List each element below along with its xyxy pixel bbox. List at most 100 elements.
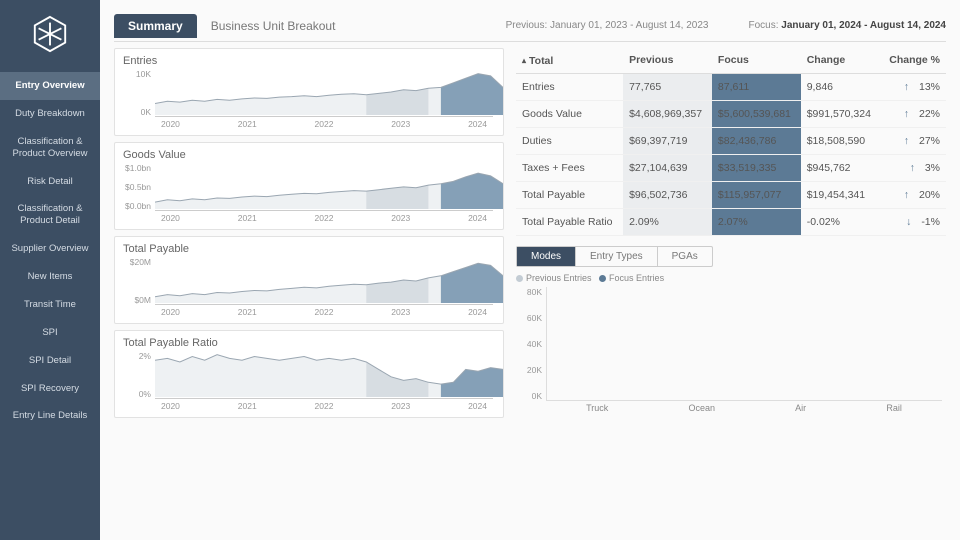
row-previous: 77,765 bbox=[623, 73, 712, 100]
sidebar-item-duty-breakdown[interactable]: Duty Breakdown bbox=[0, 100, 100, 128]
row-change-pct: ↑3% bbox=[880, 154, 946, 181]
row-change: $991,570,324 bbox=[801, 100, 881, 127]
collapse-icon[interactable]: ▴ bbox=[522, 56, 526, 65]
row-change: $19,454,341 bbox=[801, 181, 881, 208]
app-logo-icon bbox=[30, 14, 70, 54]
segment-entry-types[interactable]: Entry Types bbox=[576, 247, 658, 266]
sidebar-item-supplier-overview[interactable]: Supplier Overview bbox=[0, 235, 100, 263]
chart-title: Goods Value bbox=[123, 149, 495, 161]
chart-title: Total Payable bbox=[123, 243, 495, 255]
sidebar-item-risk-detail[interactable]: Risk Detail bbox=[0, 168, 100, 196]
row-change-pct: ↑20% bbox=[880, 181, 946, 208]
chart-yaxis: $1.0bn$0.5bn$0.0bn bbox=[123, 163, 153, 211]
chart-total-payable-ratio: Total Payable Ratio 2%0% 202020212022202… bbox=[114, 330, 504, 418]
previous-range: Previous: January 01, 2023 - August 14, … bbox=[506, 20, 709, 31]
bar-xaxis: Truck Ocean Air Rail bbox=[546, 403, 942, 417]
row-label: Total Payable bbox=[516, 181, 623, 208]
bar-yaxis: 80K60K40K20K0K bbox=[516, 287, 542, 401]
row-change: -0.02% bbox=[801, 208, 881, 235]
focus-range-value: January 01, 2024 - August 14, 2024 bbox=[781, 20, 946, 31]
table-header: Focus bbox=[712, 48, 801, 73]
row-previous: $96,502,736 bbox=[623, 181, 712, 208]
table-row: Taxes + Fees $27,104,639 $33,519,335 $94… bbox=[516, 154, 946, 181]
chart-plot bbox=[155, 351, 493, 399]
row-change-pct: ↓-1% bbox=[880, 208, 946, 235]
date-range-bar: Previous: January 01, 2023 - August 14, … bbox=[506, 20, 946, 31]
charts-column: Entries 10K0K 20202021202220232024 Goods… bbox=[114, 48, 504, 536]
chart-xaxis: 20202021202220232024 bbox=[155, 119, 493, 131]
row-focus: $82,436,786 bbox=[712, 127, 801, 154]
row-label: Total Payable Ratio bbox=[516, 208, 623, 235]
tab-summary[interactable]: Summary bbox=[114, 14, 197, 38]
previous-range-label: Previous: bbox=[506, 20, 548, 31]
segment-pgas[interactable]: PGAs bbox=[658, 247, 712, 266]
legend-focus-label: Focus Entries bbox=[609, 273, 664, 283]
chart-title: Entries bbox=[123, 55, 495, 67]
focus-range-label: Focus: bbox=[748, 20, 778, 31]
row-change-pct: ↑22% bbox=[880, 100, 946, 127]
bar-xlabel: Rail bbox=[886, 403, 902, 417]
row-focus: $5,600,539,681 bbox=[712, 100, 801, 127]
sidebar-item-new-items[interactable]: New Items bbox=[0, 263, 100, 291]
chart-xaxis: 20202021202220232024 bbox=[155, 401, 493, 413]
bar-xlabel: Truck bbox=[586, 403, 608, 417]
row-change-pct: ↑27% bbox=[880, 127, 946, 154]
row-change: $945,762 bbox=[801, 154, 881, 181]
bar-plot bbox=[546, 287, 942, 401]
chart-entries: Entries 10K0K 20202021202220232024 bbox=[114, 48, 504, 136]
chart-xaxis: 20202021202220232024 bbox=[155, 307, 493, 319]
row-label: Entries bbox=[516, 73, 623, 100]
sidebar-item-spi-recovery[interactable]: SPI Recovery bbox=[0, 375, 100, 403]
topbar: SummaryBusiness Unit Breakout Previous: … bbox=[114, 10, 946, 42]
table-header: ▴Total bbox=[516, 48, 623, 73]
chart-yaxis: 2%0% bbox=[123, 351, 153, 399]
chart-plot bbox=[155, 257, 493, 305]
sidebar-item-spi[interactable]: SPI bbox=[0, 319, 100, 347]
row-label: Goods Value bbox=[516, 100, 623, 127]
row-focus: $33,519,335 bbox=[712, 154, 801, 181]
chart-yaxis: 10K0K bbox=[123, 69, 153, 117]
legend-prev-label: Previous Entries bbox=[526, 273, 592, 283]
bar-legend: Previous Entries Focus Entries bbox=[516, 273, 946, 283]
row-focus: 87,611 bbox=[712, 73, 801, 100]
table-header: Change % bbox=[880, 48, 946, 73]
chart-plot bbox=[155, 69, 493, 117]
bar-xlabel: Ocean bbox=[688, 403, 715, 417]
sidebar-item-classification-product-detail[interactable]: Classification & Product Detail bbox=[0, 195, 100, 235]
chart-title: Total Payable Ratio bbox=[123, 337, 495, 349]
sidebar-item-entry-overview[interactable]: Entry Overview bbox=[0, 72, 100, 100]
chart-plot bbox=[155, 163, 493, 211]
focus-range: Focus: January 01, 2024 - August 14, 202… bbox=[748, 20, 946, 31]
tab-business-unit-breakout[interactable]: Business Unit Breakout bbox=[197, 14, 350, 38]
metrics-column: ▴TotalPreviousFocusChangeChange % Entrie… bbox=[516, 48, 946, 536]
previous-range-value: January 01, 2023 - August 14, 2023 bbox=[550, 20, 708, 31]
sidebar-item-entry-line-details[interactable]: Entry Line Details bbox=[0, 402, 100, 430]
table-row: Duties $69,397,719 $82,436,786 $18,508,5… bbox=[516, 127, 946, 154]
row-focus: 2.07% bbox=[712, 208, 801, 235]
bar-xlabel: Air bbox=[795, 403, 806, 417]
summary-table: ▴TotalPreviousFocusChangeChange % Entrie… bbox=[516, 48, 946, 236]
sidebar-item-spi-detail[interactable]: SPI Detail bbox=[0, 347, 100, 375]
segment-control: ModesEntry TypesPGAs bbox=[516, 246, 713, 267]
row-label: Duties bbox=[516, 127, 623, 154]
table-header: Previous bbox=[623, 48, 712, 73]
row-previous: $69,397,719 bbox=[623, 127, 712, 154]
row-change-pct: ↑13% bbox=[880, 73, 946, 100]
chart-xaxis: 20202021202220232024 bbox=[155, 213, 493, 225]
table-header: Change bbox=[801, 48, 881, 73]
row-previous: 2.09% bbox=[623, 208, 712, 235]
table-row: Total Payable Ratio 2.09% 2.07% -0.02% ↓… bbox=[516, 208, 946, 235]
row-label: Taxes + Fees bbox=[516, 154, 623, 181]
sidebar: Entry OverviewDuty BreakdownClassificati… bbox=[0, 0, 100, 540]
table-row: Entries 77,765 87,611 9,846 ↑13% bbox=[516, 73, 946, 100]
sidebar-item-transit-time[interactable]: Transit Time bbox=[0, 291, 100, 319]
legend-dot-prev bbox=[516, 275, 523, 282]
row-focus: $115,957,077 bbox=[712, 181, 801, 208]
segment-modes[interactable]: Modes bbox=[517, 247, 576, 266]
main-content: SummaryBusiness Unit Breakout Previous: … bbox=[100, 0, 960, 540]
sidebar-item-classification-product-overview[interactable]: Classification & Product Overview bbox=[0, 128, 100, 168]
table-row: Total Payable $96,502,736 $115,957,077 $… bbox=[516, 181, 946, 208]
chart-total-payable: Total Payable $20M$0M 202020212022202320… bbox=[114, 236, 504, 324]
row-previous: $27,104,639 bbox=[623, 154, 712, 181]
legend-dot-focus bbox=[599, 275, 606, 282]
